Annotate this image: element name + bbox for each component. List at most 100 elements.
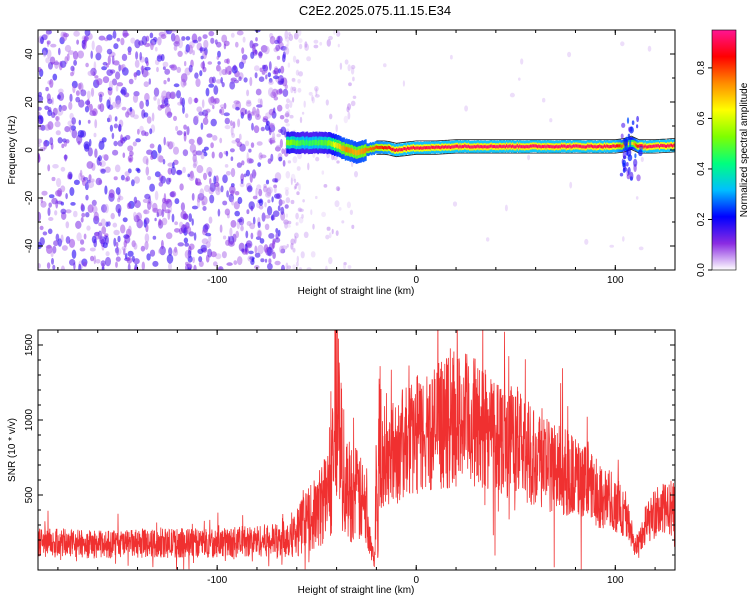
spectrogram-noise-cell (250, 232, 254, 240)
spectrogram-spike-cell (626, 174, 631, 180)
spectrogram-ridge-core (371, 147, 373, 151)
spectrogram-noise-cell (267, 72, 271, 78)
spectrogram-noise-cell (199, 47, 206, 52)
spectrogram-ridge-core (572, 144, 575, 148)
spectrogram-ridge-core (560, 144, 563, 148)
spectrogram-noise-cell (152, 36, 158, 43)
spectrogram-noise-cell (116, 37, 121, 42)
spectrogram-sparse-cell (310, 209, 313, 216)
spectrogram-noise-cell (80, 203, 84, 211)
spectrogram-noise-cell (240, 107, 247, 116)
spectrogram-noise-cell (260, 126, 265, 132)
snr-y-axis-label: SNR (10 * v/v) (7, 418, 18, 482)
spectrogram-noise-cell (162, 158, 166, 165)
spectrogram-ridge-core (521, 145, 524, 149)
spectrogram-ridge-core (391, 148, 393, 152)
spectrogram-ridge-core (378, 146, 380, 150)
spectrogram-sparse-cell (354, 171, 358, 178)
spectrogram-noise-cell (86, 225, 91, 231)
spectrogram-sparse-cell (304, 43, 309, 51)
spectrogram-noise-cell (101, 266, 105, 270)
spectrogram-noise-cell (86, 90, 91, 100)
spectrogram-ridge-core (541, 144, 544, 148)
spectrogram-ridge-core (576, 144, 579, 148)
spectrogram-ridge-core (351, 148, 354, 154)
spectrogram-noise-cell (201, 238, 209, 245)
spectrogram-noise-cell (206, 166, 213, 176)
spectrogram-sparse-cell (347, 265, 352, 269)
spectrogram-noise-cell (115, 241, 119, 248)
spectrogram-noise-cell (215, 79, 222, 84)
spectrogram-ridge-core (433, 145, 435, 149)
spectrogram-noise-cell (254, 72, 258, 79)
colorbar: 0.0 0.2 0.4 0.6 0.8 Normalized spectral ampl… (696, 29, 750, 277)
spectrogram-noise-cell (208, 30, 215, 37)
spectrogram-ridge-core (360, 149, 362, 155)
spectrogram-ridge-core (319, 139, 322, 146)
spectrogram-sparse-cell (335, 230, 339, 237)
spectrogram-ridge-core (458, 145, 460, 149)
spectrogram-noise-cell (188, 64, 193, 73)
spectrogram-sparse-cell (284, 47, 290, 55)
spectrogram-noise-cell (174, 34, 180, 45)
snr-axes: -100 0 100 500 1000 1500 (24, 329, 675, 586)
spectrogram-noise-cell (157, 36, 162, 46)
spectrogram-noise-cell (104, 185, 108, 195)
spectrogram-noise-cell (185, 36, 191, 41)
spectrogram-noise-cell (124, 171, 130, 177)
spectrogram-noise-cell (64, 44, 72, 53)
spectrogram-noise-cell (225, 150, 229, 157)
spectrogram-noise-cell (127, 250, 134, 257)
spectrogram-ridge-core (439, 146, 441, 150)
spectrogram-noise-cell (236, 30, 244, 36)
spectrogram-noise-cell (176, 169, 183, 175)
spectrogram-noise-cell (277, 104, 283, 112)
spectrogram-sparse-cell (298, 216, 304, 224)
spectrogram-ridge-core (409, 147, 411, 151)
spectrogram-noise-cell (131, 179, 135, 187)
spectrogram-ridge-core (404, 147, 407, 151)
spectrogram-noise-cell (157, 153, 161, 162)
spectrogram-sparse-cell (338, 207, 342, 211)
spectrogram-sparse-cell (310, 251, 316, 258)
spectrogram-noise-cell (281, 264, 285, 270)
spectrogram-noise-cell (118, 64, 122, 72)
snr-x-axis-label: Height of straight line (km) (298, 585, 415, 596)
spectrogram-noise-cell (89, 103, 93, 112)
spectrogram-noise-cell (251, 122, 254, 131)
spectrogram-ridge-core (615, 144, 618, 148)
spectrogram-noise-cell (203, 39, 209, 49)
spectrogram-ridge-core (441, 145, 444, 149)
spectrogram-ridge-core (393, 148, 396, 152)
spectrogram-ridge-core (568, 145, 570, 149)
spectrogram-sparse-cell (350, 100, 356, 107)
spectrogram-ridge-core (412, 145, 415, 149)
spectrogram-noise-cell (265, 191, 272, 198)
spectrogram-noise-cell (246, 157, 253, 164)
spectrogram-noise-cell (108, 114, 112, 123)
spectrogram-sparse-cell (296, 30, 302, 37)
spectrogram-noise-cell (237, 256, 243, 266)
spectrogram-noise-cell (266, 186, 273, 194)
spectrogram-noise-cell (272, 240, 276, 249)
spectrogram-noise-cell (263, 185, 268, 193)
spectrogram-ridge-core (531, 144, 533, 148)
spectrogram-ridge-core (613, 144, 616, 148)
spectrogram-noise-cell (38, 138, 43, 144)
spectrogram-noise-cell (225, 171, 231, 176)
spectrogram-ridge-core (643, 145, 645, 149)
spectrogram-noise-cell (146, 149, 153, 155)
spectrogram-noise-cell (209, 182, 216, 192)
spectrogram-ridge-core (420, 146, 422, 150)
spectrogram-noise-cell (208, 234, 212, 243)
spectrogram-ridge-core (526, 144, 528, 148)
spectrogram-noise-cell (91, 199, 97, 206)
spectrogram-noise-cell (95, 259, 101, 264)
spectrogram-sparse-cell (328, 232, 332, 239)
spectrogram-speck (450, 54, 453, 60)
spectrogram-noise-cell (255, 37, 258, 42)
spectrogram-ridge-core (608, 145, 611, 149)
spectrogram-noise-cell (122, 152, 126, 158)
spectrogram-ridge-core (405, 147, 408, 151)
spectrogram-sparse-cell (287, 220, 292, 225)
